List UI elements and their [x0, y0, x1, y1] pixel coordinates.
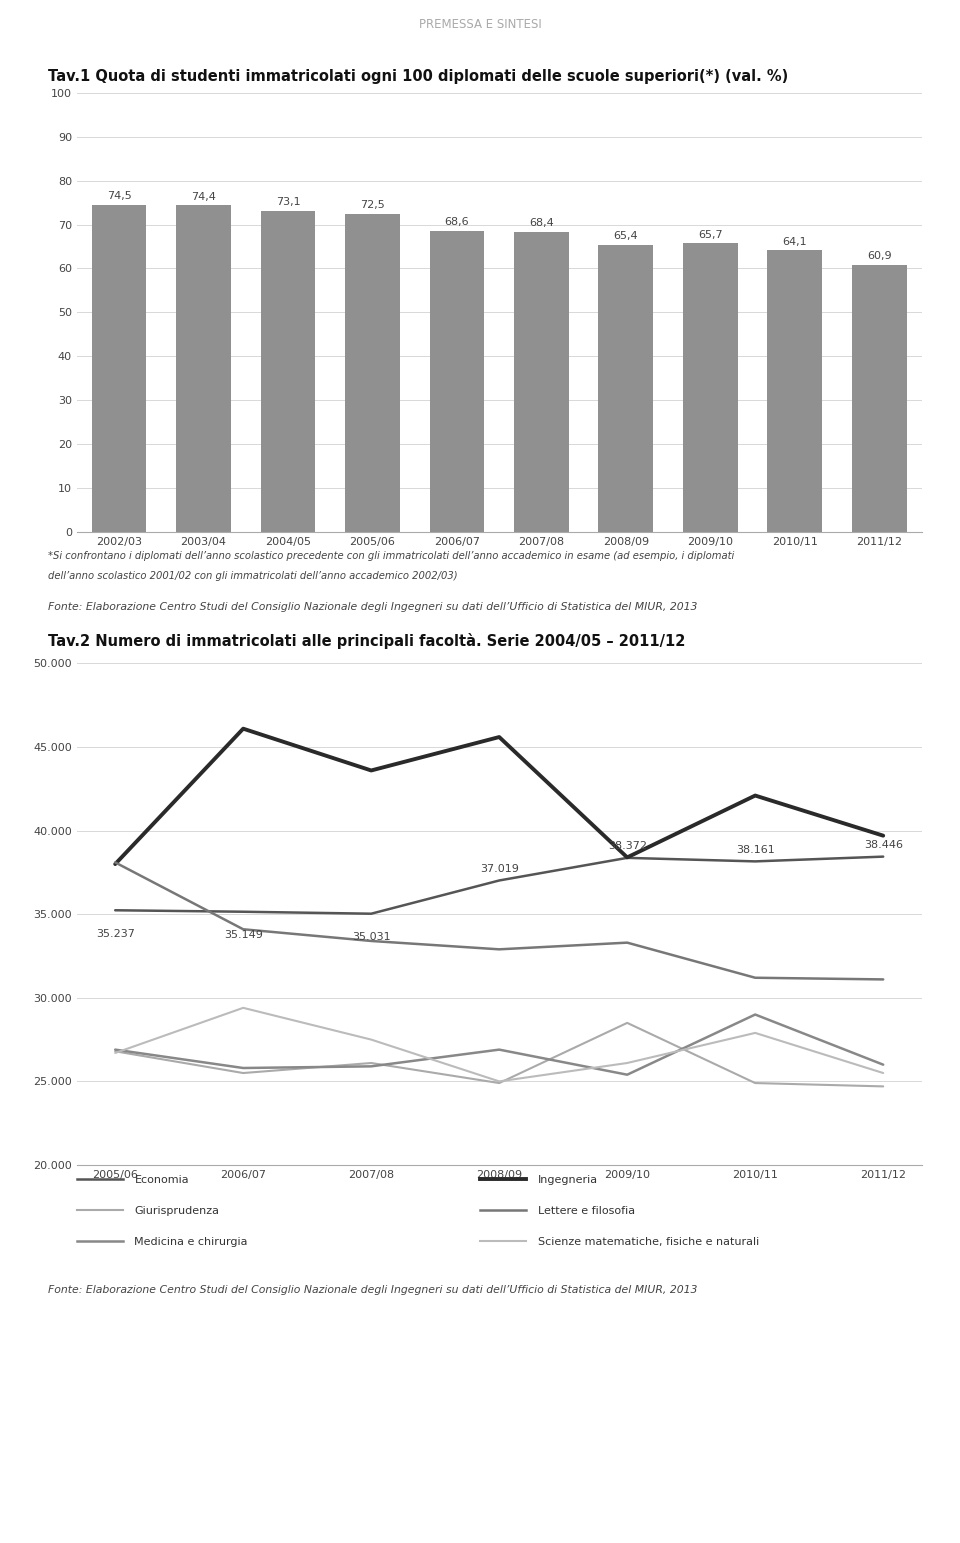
Text: 65,7: 65,7 — [698, 230, 723, 239]
Text: 60,9: 60,9 — [867, 252, 892, 261]
Text: 37.019: 37.019 — [480, 864, 518, 873]
Text: dell’anno scolastico 2001/02 con gli immatricolati dell’anno accademico 2002/03): dell’anno scolastico 2001/02 con gli imm… — [48, 571, 458, 580]
Text: Scienze matematiche, fisiche e naturali: Scienze matematiche, fisiche e naturali — [538, 1237, 758, 1247]
Bar — [852, 264, 907, 532]
Text: 72,5: 72,5 — [360, 201, 385, 210]
Bar — [598, 245, 654, 532]
Text: 12   n.138/2013: 12 n.138/2013 — [58, 1506, 167, 1518]
Text: Medicina e chirurgia: Medicina e chirurgia — [134, 1237, 248, 1247]
Text: Giurisprudenza: Giurisprudenza — [134, 1207, 220, 1216]
Bar — [260, 211, 316, 532]
Text: 38.446: 38.446 — [864, 839, 902, 850]
Bar — [91, 205, 147, 532]
Bar — [176, 205, 231, 532]
Bar — [429, 230, 485, 532]
Text: *Si confrontano i diplomati dell’anno scolastico precedente con gli immatricolat: *Si confrontano i diplomati dell’anno sc… — [48, 551, 734, 560]
Text: Fonte: Elaborazione Centro Studi del Consiglio Nazionale degli Ingegneri su dati: Fonte: Elaborazione Centro Studi del Con… — [48, 1285, 697, 1295]
Bar — [345, 213, 400, 532]
Text: Tav.2 Numero di immatricolati alle principali facoltà. Serie 2004/05 – 2011/12: Tav.2 Numero di immatricolati alle princ… — [48, 633, 685, 648]
Text: 38.161: 38.161 — [735, 844, 775, 855]
Text: 38.372: 38.372 — [608, 841, 647, 852]
Text: 64,1: 64,1 — [782, 238, 807, 247]
Text: Fonte: Elaborazione Centro Studi del Consiglio Nazionale degli Ingegneri su dati: Fonte: Elaborazione Centro Studi del Con… — [48, 602, 697, 611]
Bar — [683, 244, 738, 532]
Text: 35.149: 35.149 — [224, 930, 263, 940]
Bar — [514, 231, 569, 532]
Text: 68,6: 68,6 — [444, 218, 469, 227]
Text: 74,4: 74,4 — [191, 191, 216, 202]
Text: 74,5: 74,5 — [107, 191, 132, 201]
Text: 35.237: 35.237 — [96, 929, 134, 938]
Text: PREMESSA E SINTESI: PREMESSA E SINTESI — [419, 17, 541, 31]
Text: Ingegneria: Ingegneria — [538, 1176, 598, 1185]
Text: 35.031: 35.031 — [352, 932, 391, 943]
Text: L A   F O R M A Z I O N E   D E G L I   I N G E G N E R I   •   A N N O   2 0 1 : L A F O R M A Z I O N E D E G L I I N G … — [326, 1506, 814, 1518]
Text: 65,4: 65,4 — [613, 231, 638, 241]
Text: 73,1: 73,1 — [276, 198, 300, 207]
Text: Lettere e filosofia: Lettere e filosofia — [538, 1207, 635, 1216]
Text: Economia: Economia — [134, 1176, 189, 1185]
Text: 68,4: 68,4 — [529, 218, 554, 228]
Bar — [767, 250, 823, 532]
Text: Tav.1 Quota di studenti immatricolati ogni 100 diplomati delle scuole superiori(: Tav.1 Quota di studenti immatricolati og… — [48, 69, 788, 85]
